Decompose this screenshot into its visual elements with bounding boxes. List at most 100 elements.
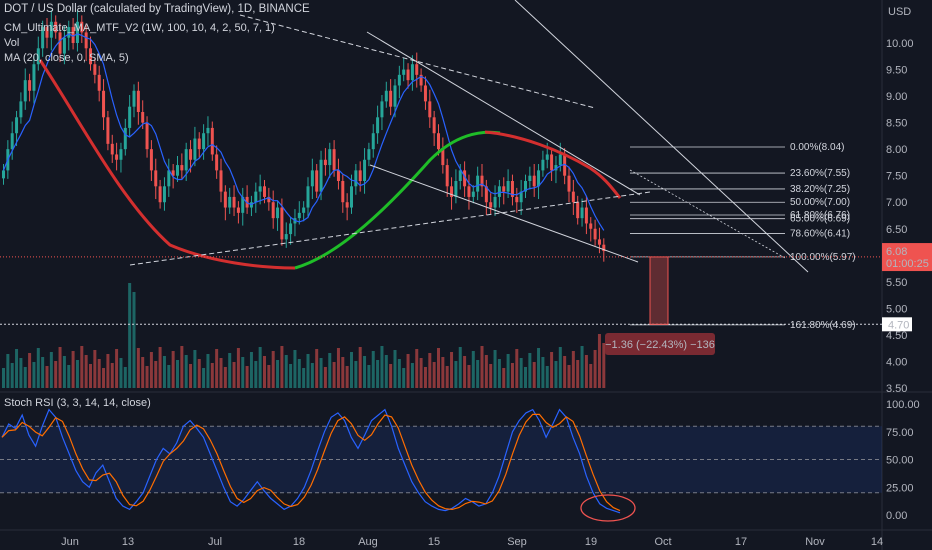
candle-body bbox=[2, 170, 5, 179]
ultimate-ma-red bbox=[38, 59, 296, 270]
volume-bar bbox=[532, 362, 536, 388]
currency-label: USD bbox=[888, 6, 911, 18]
volume-bar bbox=[497, 359, 501, 388]
volume-bar bbox=[128, 283, 132, 388]
volume-bar bbox=[6, 354, 10, 388]
candle-body bbox=[297, 212, 301, 219]
ultimate-ma-red-2 bbox=[484, 130, 622, 199]
time-tick: 19 bbox=[585, 536, 597, 548]
volume-bar bbox=[410, 363, 414, 388]
volume-bar bbox=[145, 366, 149, 388]
volume-bar bbox=[119, 358, 123, 388]
candle-body bbox=[415, 64, 419, 75]
candle-body bbox=[450, 186, 454, 197]
candle-body bbox=[510, 181, 514, 197]
volume-bar bbox=[471, 351, 475, 388]
measure-label-bg bbox=[605, 333, 715, 355]
candle-body bbox=[315, 170, 319, 192]
volume-bar bbox=[154, 361, 158, 388]
candle-body bbox=[345, 202, 349, 208]
candle-body bbox=[232, 196, 236, 208]
volume-bar bbox=[54, 361, 58, 388]
ma-line bbox=[2, 33, 605, 231]
volume-bar bbox=[567, 365, 571, 388]
fib-level-label: 0.00%(8.04) bbox=[790, 142, 844, 153]
candle-body bbox=[393, 85, 397, 107]
fib-level-label: 50.00%(7.00) bbox=[790, 197, 850, 208]
stoch-rsi-label[interactable]: Stoch RSI (3, 3, 14, 14, close) bbox=[4, 397, 151, 409]
candle-body bbox=[197, 138, 201, 150]
volume-bar bbox=[406, 354, 410, 388]
candle-body bbox=[432, 117, 436, 134]
volume-bar bbox=[162, 356, 166, 388]
volume-bar bbox=[580, 346, 584, 388]
volume-bar bbox=[176, 360, 179, 388]
volume-bar bbox=[415, 349, 419, 388]
candle-body bbox=[102, 90, 106, 118]
candle-body bbox=[306, 186, 310, 208]
candle-body bbox=[550, 154, 554, 171]
volume-bar bbox=[467, 365, 471, 388]
volume-bar bbox=[306, 354, 310, 388]
volume-bar bbox=[289, 364, 293, 388]
indicator-ultimate-ma[interactable]: CM_Ultimate_MA_MTF_V2 (1W, 100, 10, 4, 2… bbox=[4, 22, 275, 34]
candle-body bbox=[215, 154, 219, 171]
candle-body bbox=[502, 186, 506, 192]
price-tick: 4.50 bbox=[886, 330, 907, 342]
candle-body bbox=[258, 186, 262, 192]
candle-body bbox=[332, 149, 336, 171]
candle-body bbox=[289, 223, 293, 235]
candle-body bbox=[463, 170, 467, 187]
volume-bar bbox=[206, 354, 210, 388]
candle-body bbox=[593, 228, 597, 240]
candle-body bbox=[506, 181, 510, 192]
candle-body bbox=[476, 175, 480, 192]
candle-body bbox=[397, 74, 401, 86]
indicator-volume[interactable]: Vol bbox=[4, 37, 20, 49]
volume-bar bbox=[350, 352, 353, 388]
stoch-tick: 0.00 bbox=[886, 510, 907, 522]
candle-body bbox=[480, 175, 484, 187]
volume-bar bbox=[584, 355, 588, 388]
volume-bar bbox=[123, 367, 127, 388]
candle-body bbox=[310, 170, 314, 187]
stoch-highlight-ellipse bbox=[580, 494, 636, 522]
candle-body bbox=[302, 207, 306, 213]
volume-bar bbox=[310, 363, 314, 388]
volume-bar bbox=[254, 361, 258, 388]
candle-body bbox=[441, 149, 445, 166]
candle-body bbox=[41, 27, 45, 49]
volume-bar bbox=[384, 355, 388, 388]
candle-body bbox=[554, 165, 558, 171]
volume-bar bbox=[389, 364, 393, 388]
candle-body bbox=[558, 154, 562, 166]
volume-bar bbox=[445, 366, 449, 388]
candle-body bbox=[23, 80, 27, 102]
volume-bar bbox=[84, 355, 88, 388]
time-tick: 18 bbox=[293, 536, 305, 548]
time-tick: Jul bbox=[208, 536, 222, 548]
candle-body bbox=[228, 196, 232, 208]
indicator-ma[interactable]: MA (20, close, 0, SMA, 5) bbox=[4, 52, 129, 64]
candle-body bbox=[341, 181, 345, 203]
volume-bar bbox=[276, 360, 280, 388]
current-price-value: 6.08 bbox=[886, 246, 907, 258]
volume-bar bbox=[228, 353, 232, 388]
volume-bar bbox=[489, 364, 493, 388]
volume-bar bbox=[506, 354, 510, 388]
candle-body bbox=[123, 127, 127, 150]
long-trend-line bbox=[514, 0, 809, 273]
price-tick: 9.00 bbox=[886, 91, 907, 103]
volume-bar bbox=[136, 348, 140, 388]
candle-body bbox=[71, 27, 75, 43]
candle-body bbox=[54, 21, 58, 33]
volume-bar bbox=[158, 347, 162, 388]
stoch-d-line bbox=[1, 413, 621, 512]
candle-body bbox=[410, 64, 414, 81]
volume-bar bbox=[423, 367, 427, 388]
candle-body bbox=[132, 90, 136, 107]
price-tick: 7.50 bbox=[886, 171, 907, 183]
fib-level-label: 38.20%(7.25) bbox=[790, 184, 850, 195]
volume-bar bbox=[493, 350, 497, 388]
